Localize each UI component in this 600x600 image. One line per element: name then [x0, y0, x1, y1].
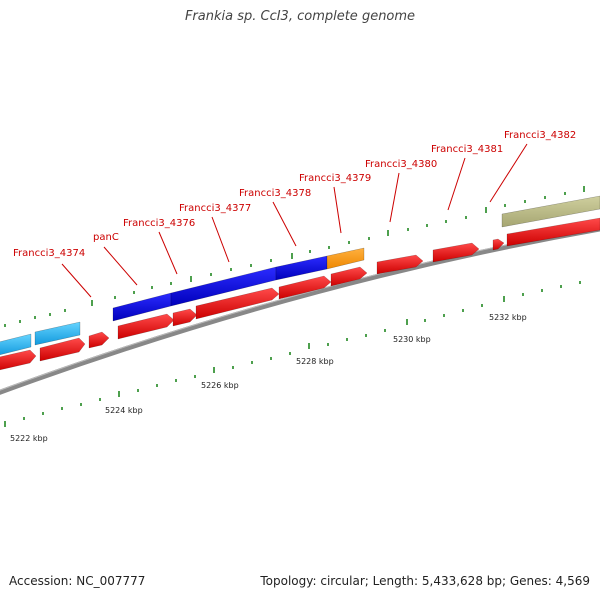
gene-label-francci3-4377: Francci3_4377 [179, 203, 251, 214]
leader-line [103, 246, 138, 286]
leader-line [447, 157, 466, 211]
outer-tick-row [4, 186, 585, 327]
scale-labels: 5222 kbp 5224 kbp 5226 kbp 5228 kbp 5230… [10, 313, 527, 443]
accession-label: Accession: NC_007777 [9, 574, 146, 588]
genome-summary: Topology: circular; Length: 5,433,628 bp… [260, 574, 590, 588]
leader-line [211, 216, 230, 263]
cluster-bar-blue [275, 255, 328, 281]
cds-arrows [0, 217, 600, 371]
scale-label: 5230 kbp [393, 335, 431, 344]
gene-labels: Francci3_4374 panC Francci3_4376 Francci… [13, 130, 576, 259]
gene-label-francci3-4378: Francci3_4378 [239, 188, 311, 199]
gene-label-francci3-4380: Francci3_4380 [365, 159, 437, 170]
leader-line [272, 201, 297, 247]
cds-arrow [376, 254, 424, 275]
cds-arrow [0, 349, 37, 371]
cluster-bar-olive [501, 195, 600, 228]
leader-line [333, 186, 342, 234]
cds-arrow [117, 313, 175, 340]
cds-arrow [195, 287, 280, 320]
gene-label-panc: panC [93, 232, 119, 243]
cds-arrow [278, 275, 332, 300]
cds-arrow [492, 238, 505, 251]
leader-line [158, 231, 178, 275]
gene-label-francci3-4382: Francci3_4382 [504, 130, 576, 141]
gene-label-francci3-4381: Francci3_4381 [431, 144, 503, 155]
cds-arrow [432, 242, 480, 263]
inner-tick-row [4, 281, 581, 427]
leader-line [61, 263, 92, 298]
cds-arrow [39, 337, 86, 362]
scale-label: 5226 kbp [201, 381, 239, 390]
backbone [0, 226, 600, 395]
leader-lines [61, 143, 528, 298]
scale-label: 5222 kbp [10, 434, 48, 443]
gene-label-francci3-4374: Francci3_4374 [13, 248, 85, 259]
gene-label-francci3-4376: Francci3_4376 [123, 218, 195, 229]
cds-arrow [172, 308, 198, 327]
cluster-bar-cyan [0, 333, 32, 356]
cds-arrow [88, 331, 110, 349]
cluster-bars [0, 195, 600, 356]
scale-label: 5228 kbp [296, 357, 334, 366]
gene-label-francci3-4379: Francci3_4379 [299, 173, 371, 184]
cds-arrow [506, 217, 600, 247]
map-title: Frankia sp. CcI3, complete genome [184, 9, 416, 24]
leader-line [489, 143, 528, 203]
scale-label: 5232 kbp [489, 313, 527, 322]
scale-label: 5224 kbp [105, 406, 143, 415]
leader-line [389, 172, 400, 223]
cluster-bar-cyan [34, 321, 81, 346]
cluster-bar-orange [326, 247, 365, 270]
cds-arrow [330, 266, 368, 287]
